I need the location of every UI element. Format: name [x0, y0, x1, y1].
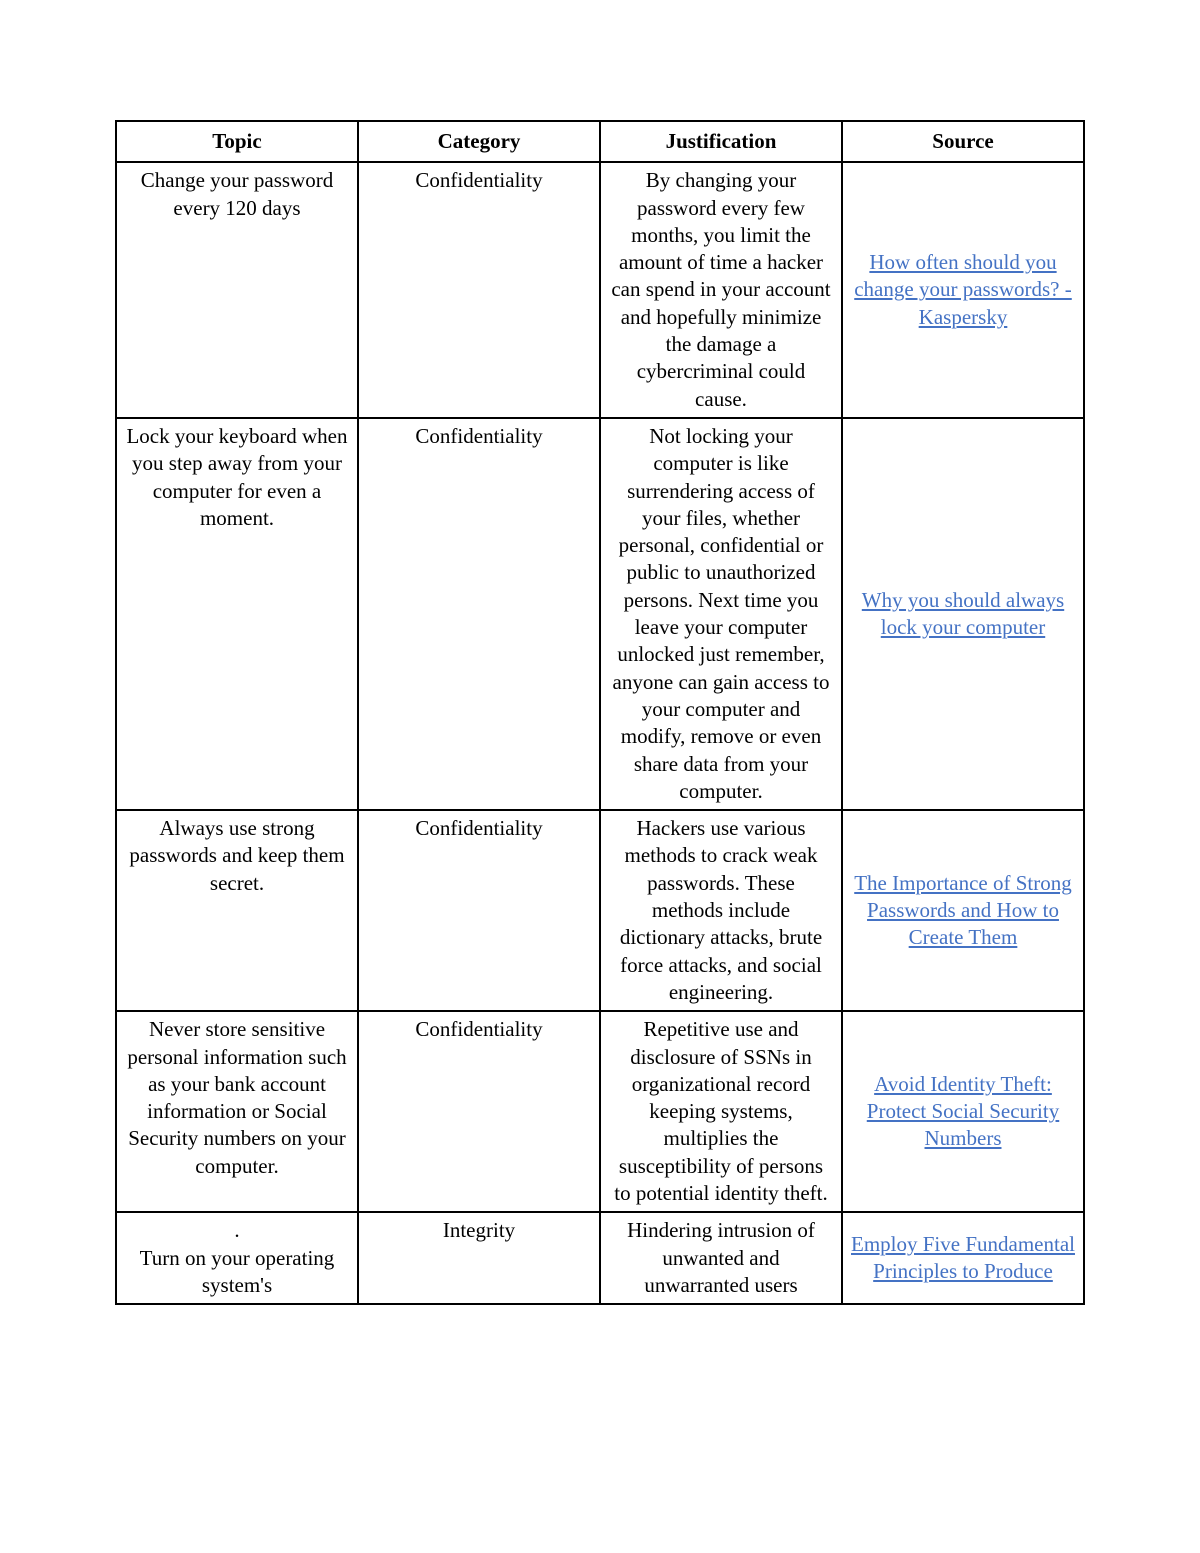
cell-source: Avoid Identity Theft: Protect Social Sec… [842, 1011, 1084, 1212]
cell-category: Confidentiality [358, 418, 600, 810]
cell-justification: Hindering intrusion of unwanted and unwa… [600, 1212, 842, 1304]
table-row: .Turn on your operating system's Integri… [116, 1212, 1084, 1304]
table-row: Change your password every 120 days Conf… [116, 162, 1084, 418]
source-link[interactable]: Avoid Identity Theft: Protect Social Sec… [867, 1072, 1059, 1151]
cell-justification: Repetitive use and disclosure of SSNs in… [600, 1011, 842, 1212]
cell-justification: Hackers use various methods to crack wea… [600, 810, 842, 1011]
cell-category: Confidentiality [358, 162, 600, 418]
table-row: Lock your keyboard when you step away fr… [116, 418, 1084, 810]
table-row: Always use strong passwords and keep the… [116, 810, 1084, 1011]
cell-source: Why you should always lock your computer [842, 418, 1084, 810]
table-row: Never store sensitive personal informati… [116, 1011, 1084, 1212]
source-link[interactable]: How often should you change your passwor… [854, 250, 1072, 329]
header-source: Source [842, 121, 1084, 162]
cell-category: Confidentiality [358, 1011, 600, 1212]
header-topic: Topic [116, 121, 358, 162]
cell-justification: By changing your password every few mont… [600, 162, 842, 418]
header-justification: Justification [600, 121, 842, 162]
header-category: Category [358, 121, 600, 162]
cell-topic: .Turn on your operating system's [116, 1212, 358, 1304]
cell-topic: Lock your keyboard when you step away fr… [116, 418, 358, 810]
cell-justification: Not locking your computer is like surren… [600, 418, 842, 810]
cell-category: Confidentiality [358, 810, 600, 1011]
cell-topic: Never store sensitive personal informati… [116, 1011, 358, 1212]
table-header-row: Topic Category Justification Source [116, 121, 1084, 162]
cell-topic: Always use strong passwords and keep the… [116, 810, 358, 1011]
security-table: Topic Category Justification Source Chan… [115, 120, 1085, 1305]
source-link[interactable]: Employ Five Fundamental Principles to Pr… [851, 1232, 1075, 1283]
cell-category: Integrity [358, 1212, 600, 1304]
source-link[interactable]: Why you should always lock your computer [862, 588, 1064, 639]
source-link[interactable]: The Importance of Strong Passwords and H… [854, 871, 1072, 950]
cell-source: The Importance of Strong Passwords and H… [842, 810, 1084, 1011]
cell-source: Employ Five Fundamental Principles to Pr… [842, 1212, 1084, 1304]
cell-source: How often should you change your passwor… [842, 162, 1084, 418]
cell-topic: Change your password every 120 days [116, 162, 358, 418]
